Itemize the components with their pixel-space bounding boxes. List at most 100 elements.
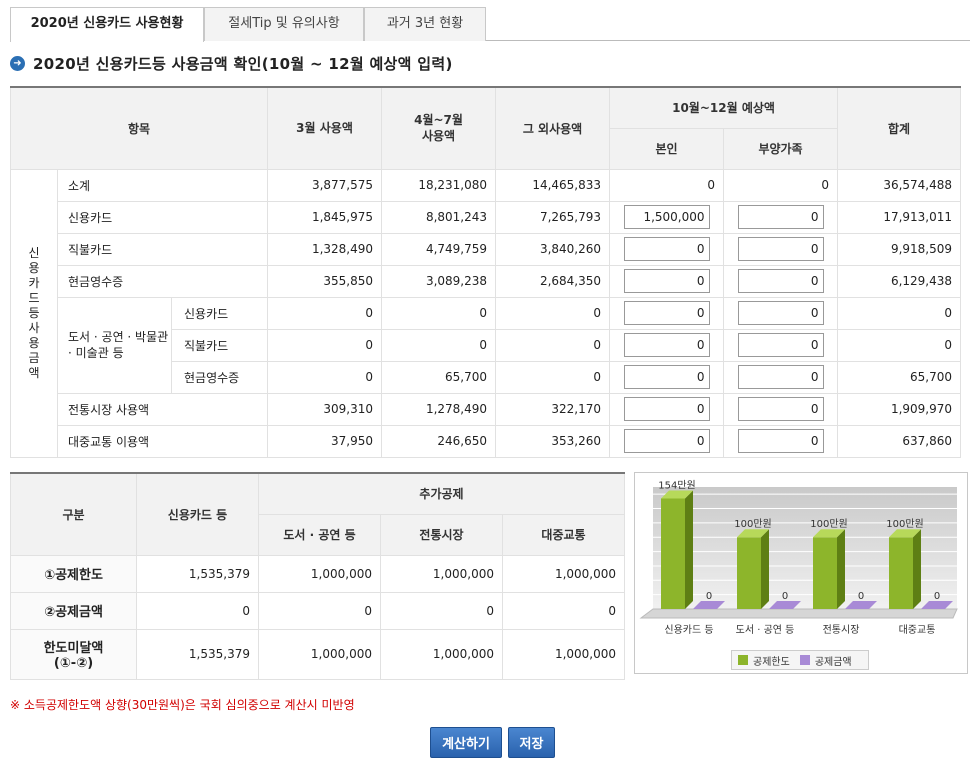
- row-label: 직불카드: [170, 328, 269, 362]
- cell-culture: 1,000,000: [258, 554, 381, 593]
- data-label-amount: 0: [858, 591, 864, 602]
- cell-dependents: 0: [723, 168, 839, 202]
- save-button[interactable]: 저장: [508, 727, 555, 758]
- dependents-amount-input[interactable]: [737, 397, 824, 421]
- row-label: 한도미달액 (①-②): [10, 628, 137, 680]
- section-header: ➜ 2020년 신용카드등 사용금액 확인(10월 ~ 12월 예상액 입력): [10, 52, 453, 74]
- self-amount-input[interactable]: [623, 333, 710, 357]
- cell-total: 0: [837, 296, 962, 330]
- cell-dependents: [723, 360, 839, 394]
- header-item: 항목: [9, 86, 269, 170]
- legend-item-limit: 공제한도: [738, 653, 790, 668]
- table-row: 도서 · 공연 · 박물관 · 미술관 등 신용카드 0 0 0 0: [11, 296, 962, 394]
- header-credit-card: 신용카드 등: [136, 472, 259, 556]
- cell-credit-card: 0: [136, 591, 259, 630]
- bar-limit: [889, 537, 913, 609]
- cell-others: 0: [495, 360, 611, 394]
- bar-limit-top: [813, 529, 845, 538]
- cell-apr-jul: 3,089,238: [381, 264, 497, 298]
- tab-past-3-years[interactable]: 과거 3년 현황: [364, 7, 486, 41]
- self-amount-input[interactable]: [623, 301, 710, 325]
- cell-transit: 0: [501, 591, 626, 630]
- cell-march: 0: [267, 296, 383, 330]
- dependents-amount-input[interactable]: [737, 429, 824, 453]
- table-row: 신용카드등 사용금액 소계 3,877,575 18,231,080 14,46…: [10, 168, 962, 458]
- self-amount-input[interactable]: [623, 269, 710, 293]
- dependents-amount-input[interactable]: [737, 365, 824, 389]
- cell-market: 0: [380, 591, 503, 630]
- bar-limit: [813, 537, 837, 609]
- cell-total: 9,918,509: [837, 232, 962, 266]
- table-row: ①공제한도 1,535,379 1,000,000 1,000,000 1,00…: [10, 554, 626, 593]
- deduction-table: 구분 신용카드 등 추가공제 도서 · 공연 등 전통시장 대중교통 ①공제한도…: [10, 472, 626, 680]
- chart-floor: [639, 608, 958, 619]
- x-tick-label: 신용카드 등: [664, 624, 713, 636]
- header-culture: 도서 · 공연 등: [258, 513, 381, 556]
- header-others: 그 외사용액: [495, 86, 611, 170]
- self-amount-input[interactable]: [623, 429, 710, 453]
- cell-self: [609, 264, 725, 298]
- dependents-amount-input[interactable]: [737, 237, 824, 261]
- bar-amount: [921, 601, 953, 609]
- usage-table: 항목 3월 사용액 4월~7월 사용액 그 외사용액 10월~12월 예상액 합…: [9, 86, 962, 458]
- table-row: 직불카드 1,328,490 4,749,759 3,840,260 9,918…: [11, 232, 962, 266]
- cell-apr-jul: 8,801,243: [381, 200, 497, 234]
- cell-dependents: [723, 232, 839, 266]
- cell-total: 1,909,970: [837, 392, 962, 426]
- tab-tax-tips[interactable]: 절세Tip 및 유의사항: [204, 7, 364, 41]
- dependents-amount-input[interactable]: [737, 205, 824, 229]
- row-label: 신용카드: [56, 200, 269, 234]
- bar-limit-top: [889, 529, 921, 538]
- header-self: 본인: [609, 127, 725, 170]
- bar-limit-side: [685, 490, 693, 609]
- notice-text: ※ 소득공제한도액 상향(30만원씩)은 국회 심의중으로 계산시 미반영: [10, 698, 355, 712]
- cell-others: 0: [495, 296, 611, 330]
- table-row: ②공제금액 0 0 0 0: [10, 591, 626, 630]
- legend-label: 공제금액: [814, 656, 852, 668]
- table-row: 직불카드 0 0 0 0: [11, 328, 962, 362]
- data-label-amount: 0: [934, 591, 940, 602]
- cell-march: 0: [267, 328, 383, 362]
- chart-legend: 공제한도 공제금액: [731, 650, 869, 670]
- tab-2020-usage[interactable]: 2020년 신용카드 사용현황: [10, 7, 204, 42]
- header-apr-jul: 4월~7월 사용액: [381, 86, 497, 170]
- cell-market: 1,000,000: [380, 628, 503, 680]
- cell-self: [609, 200, 725, 234]
- cell-total: 17,913,011: [837, 200, 962, 234]
- bar-amount: [693, 601, 725, 609]
- cell-others: 353,260: [495, 424, 611, 458]
- vertical-category-label: 신용카드등 사용금액: [10, 168, 58, 458]
- cell-others: 7,265,793: [495, 200, 611, 234]
- row-label: 소계: [56, 168, 269, 202]
- cell-march: 3,877,575: [267, 168, 383, 202]
- cell-march: 1,328,490: [267, 232, 383, 266]
- legend-swatch-limit-icon: [738, 655, 748, 665]
- dependents-amount-input[interactable]: [737, 333, 824, 357]
- table-row: 대중교통 이용액 37,950 246,650 353,260 637,860: [11, 424, 962, 458]
- data-label-amount: 0: [782, 591, 788, 602]
- dependents-amount-input[interactable]: [737, 269, 824, 293]
- cell-apr-jul: 4,749,759: [381, 232, 497, 266]
- cell-market: 1,000,000: [380, 554, 503, 593]
- header-total: 합계: [837, 86, 962, 170]
- cell-self: [609, 424, 725, 458]
- header-dependents: 부양가족: [723, 127, 839, 170]
- row-label: 현금영수증: [170, 360, 269, 394]
- row-label: 신용카드: [170, 296, 269, 330]
- self-amount-input[interactable]: [623, 237, 710, 261]
- page-title: 2020년 신용카드등 사용금액 확인(10월 ~ 12월 예상액 입력): [33, 54, 453, 73]
- self-amount-input[interactable]: [623, 205, 710, 229]
- self-amount-input[interactable]: [623, 365, 710, 389]
- data-label-limit: 100만원: [810, 518, 848, 530]
- bar-limit-top: [661, 490, 693, 499]
- header-additional: 추가공제: [257, 472, 626, 515]
- row-label-line1: 한도미달액: [43, 641, 104, 656]
- cell-total: 637,860: [837, 424, 962, 458]
- self-amount-input[interactable]: [623, 397, 710, 421]
- cell-self: [609, 296, 725, 330]
- cell-apr-jul: 18,231,080: [381, 168, 497, 202]
- cell-self: [609, 328, 725, 362]
- cell-apr-jul: 0: [381, 296, 497, 330]
- calculate-button[interactable]: 계산하기: [430, 727, 502, 758]
- dependents-amount-input[interactable]: [737, 301, 824, 325]
